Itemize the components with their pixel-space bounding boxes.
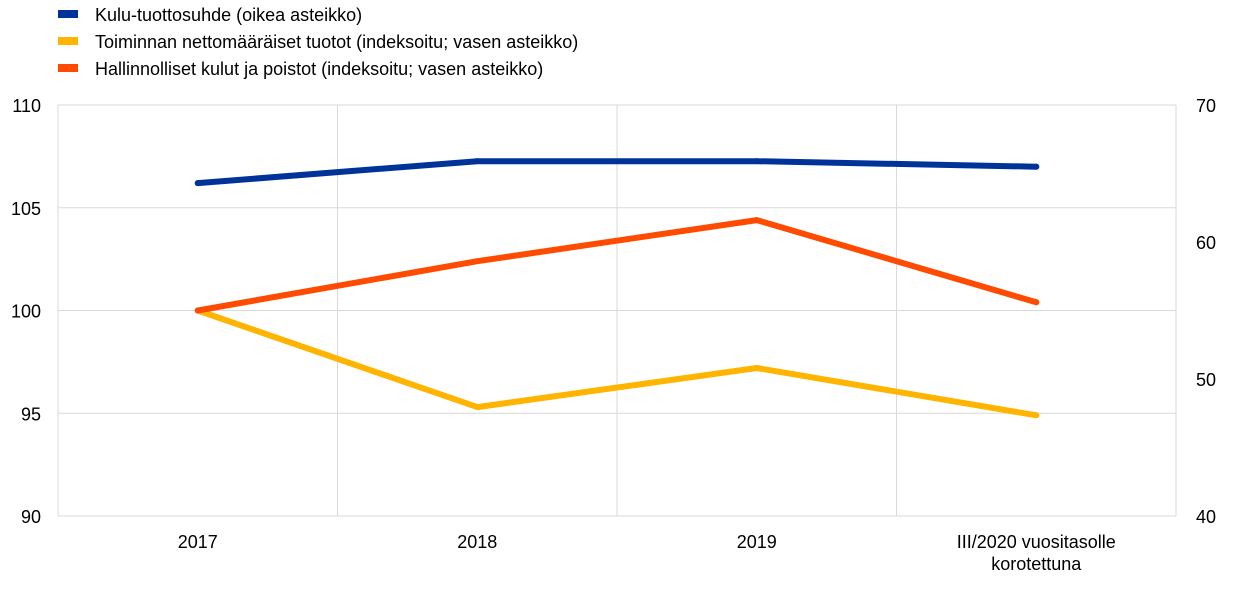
x-axis-tick-line: III/2020 vuositasolle (957, 532, 1116, 552)
series-point-0 (194, 180, 201, 187)
x-axis-tick-line: korotettuna (991, 554, 1082, 574)
series-point-1 (1033, 412, 1040, 419)
series-point-0 (474, 158, 481, 165)
x-axis-tick-label: 2018 (457, 532, 497, 552)
series-point-2 (753, 217, 760, 224)
x-axis-tick-label: 2019 (737, 532, 777, 552)
legend-swatch (58, 37, 78, 45)
x-axis-ticks: 2017 2018 2019 III/2020 vuositasolle korotet… (178, 532, 1116, 574)
series-line-2 (194, 217, 1040, 314)
right-axis-tick-label: 50 (1196, 370, 1216, 390)
legend-label: Hallinnolliset kulut ja poistot (indekso… (95, 59, 543, 79)
series-point-1 (474, 404, 481, 411)
legend: Kulu-tuottosuhde (oikea asteikko) Toiminn… (58, 5, 578, 79)
right-axis-tick-label: 40 (1196, 507, 1216, 527)
x-axis-tick-line: 2018 (457, 532, 497, 552)
x-axis-tick-label: 2017 (178, 532, 218, 552)
legend-label: Toiminnan nettomääräiset tuotot (indekso… (95, 32, 578, 52)
series-line-1 (194, 307, 1040, 419)
series-point-2 (194, 307, 201, 314)
left-axis-tick-label: 105 (11, 199, 41, 219)
series-point-1 (753, 365, 760, 372)
left-axis-tick-label: 110 (12, 96, 41, 116)
legend-swatch (58, 10, 78, 18)
x-axis-tick-line: 2019 (737, 532, 777, 552)
series-lines (194, 158, 1040, 419)
series-point-2 (474, 258, 481, 265)
series-line-0 (194, 158, 1040, 187)
series-point-0 (1033, 163, 1040, 170)
series-point-0 (753, 158, 760, 165)
right-axis-tick-label: 60 (1196, 233, 1216, 253)
x-axis-tick-line: 2017 (178, 532, 218, 552)
left-axis-tick-label: 90 (21, 507, 41, 527)
right-axis-tick-label: 70 (1196, 96, 1216, 116)
series-point-2 (1033, 299, 1040, 306)
left-axis-tick-label: 100 (11, 302, 41, 322)
legend-swatch (58, 64, 78, 72)
left-axis-ticks: 90 95 100 105 110 (11, 96, 41, 527)
grid (57, 104, 1177, 517)
left-axis-tick-label: 95 (21, 404, 41, 424)
legend-label: Kulu-tuottosuhde (oikea asteikko) (95, 5, 362, 25)
right-axis-ticks: 40 50 60 70 (1196, 96, 1216, 527)
x-axis-tick-label: III/2020 vuositasolle korotettuna (957, 532, 1116, 574)
